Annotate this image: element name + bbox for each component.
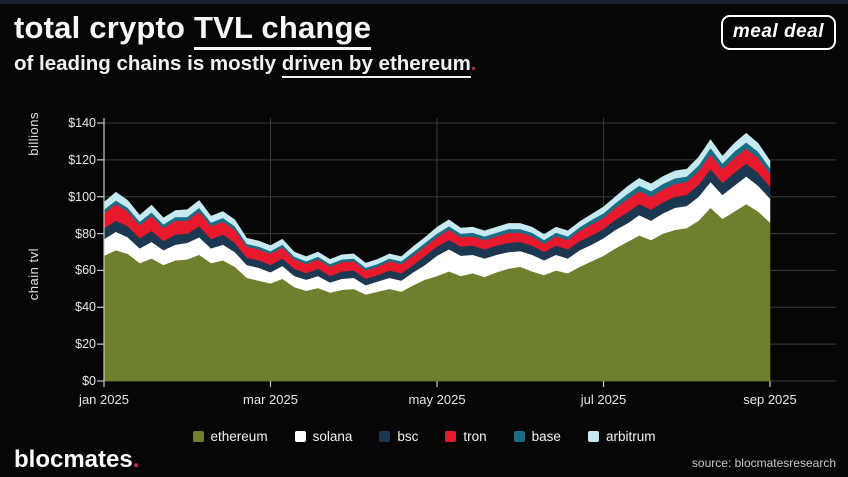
x-tick-label: sep 2025 — [743, 392, 797, 407]
legend-label: arbitrum — [605, 429, 656, 444]
source-credit: source: blocmatesresearch — [691, 456, 836, 470]
page-subtitle: of leading chains is mostly driven by et… — [14, 52, 477, 78]
meal-deal-logo: meal deal — [720, 15, 836, 50]
legend-item-tron: tron — [445, 429, 487, 444]
blocmates-logo: blocmates. — [14, 446, 139, 474]
y-tick-label: $40 — [75, 300, 96, 315]
x-tick-label: may 2025 — [408, 392, 466, 407]
area-arbitrum — [103, 132, 771, 268]
legend-swatch-solana — [294, 431, 306, 442]
legend-item-base: base — [513, 429, 561, 444]
x-tick-label: jan 2025 — [79, 392, 129, 407]
x-tick-label: mar 2025 — [243, 392, 298, 407]
chart-legend: ethereum solana bsc tron base arbitrum — [0, 429, 848, 444]
legend-swatch-bsc — [379, 431, 391, 442]
legend-item-arbitrum: arbitrum — [587, 429, 656, 444]
legend-label: solana — [312, 429, 353, 444]
legend-label: bsc — [397, 429, 419, 444]
legend-swatch-arbitrum — [587, 431, 599, 442]
blocmates-logo-period: . — [132, 446, 140, 473]
title-plain-text: total crypto — [14, 10, 195, 45]
legend-label: ethereum — [210, 429, 268, 444]
page-title: total crypto TVL change — [14, 10, 372, 50]
legend-swatch-ethereum — [192, 431, 204, 442]
y-tick-label: $80 — [75, 226, 96, 241]
top-strip — [0, 0, 848, 4]
y-tick-label: $20 — [75, 337, 96, 352]
legend-item-ethereum: ethereum — [192, 429, 268, 444]
blocmates-logo-text: blocmates — [14, 446, 133, 473]
legend-label: tron — [463, 429, 487, 444]
legend-item-solana: solana — [294, 429, 353, 444]
meal-deal-logo-text: meal deal — [732, 21, 824, 42]
y-tick-label: $100 — [68, 189, 96, 204]
y-tick-label: $140 — [68, 116, 96, 130]
legend-label: base — [531, 429, 561, 444]
legend-swatch-tron — [445, 431, 457, 442]
subtitle-period: . — [470, 52, 477, 75]
x-tick-label: jul 2025 — [580, 392, 627, 407]
legend-swatch-base — [513, 431, 525, 442]
y-tick-label: $0 — [82, 374, 96, 388]
y-tick-label: $120 — [68, 152, 96, 167]
y-tick-label: $60 — [75, 263, 96, 278]
subtitle-plain-text: of leading chains is mostly — [14, 52, 282, 75]
legend-item-bsc: bsc — [379, 429, 418, 444]
subtitle-underlined-text: driven by ethereum — [281, 52, 471, 78]
title-underlined-text: TVL change — [194, 10, 372, 50]
